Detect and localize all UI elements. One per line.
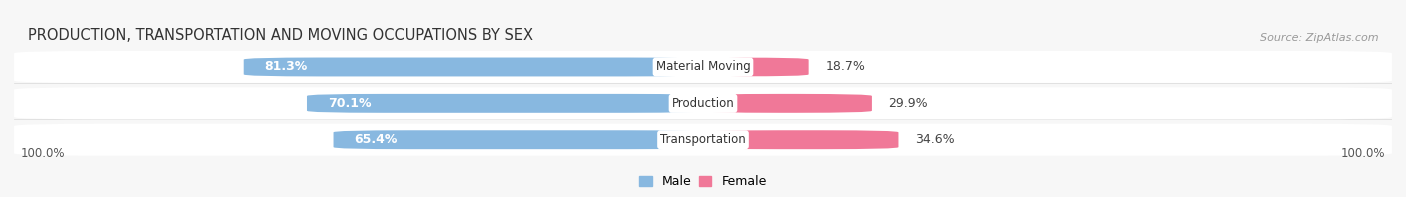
Text: Material Moving: Material Moving <box>655 60 751 73</box>
Text: 81.3%: 81.3% <box>264 60 308 73</box>
FancyBboxPatch shape <box>243 58 703 76</box>
Text: Source: ZipAtlas.com: Source: ZipAtlas.com <box>1260 33 1378 43</box>
Text: Production: Production <box>672 97 734 110</box>
FancyBboxPatch shape <box>333 130 703 149</box>
Text: 34.6%: 34.6% <box>915 133 955 146</box>
Text: 70.1%: 70.1% <box>328 97 371 110</box>
Legend: Male, Female: Male, Female <box>640 175 766 188</box>
FancyBboxPatch shape <box>703 94 872 113</box>
FancyBboxPatch shape <box>307 94 703 113</box>
Text: 100.0%: 100.0% <box>21 147 66 160</box>
Text: 18.7%: 18.7% <box>825 60 865 73</box>
FancyBboxPatch shape <box>703 58 808 76</box>
FancyBboxPatch shape <box>14 124 1392 156</box>
Text: 65.4%: 65.4% <box>354 133 398 146</box>
Text: 29.9%: 29.9% <box>889 97 928 110</box>
FancyBboxPatch shape <box>14 87 1392 119</box>
Text: PRODUCTION, TRANSPORTATION AND MOVING OCCUPATIONS BY SEX: PRODUCTION, TRANSPORTATION AND MOVING OC… <box>28 28 533 43</box>
Text: 100.0%: 100.0% <box>1340 147 1385 160</box>
FancyBboxPatch shape <box>14 51 1392 83</box>
FancyBboxPatch shape <box>703 130 898 149</box>
Text: Transportation: Transportation <box>661 133 745 146</box>
